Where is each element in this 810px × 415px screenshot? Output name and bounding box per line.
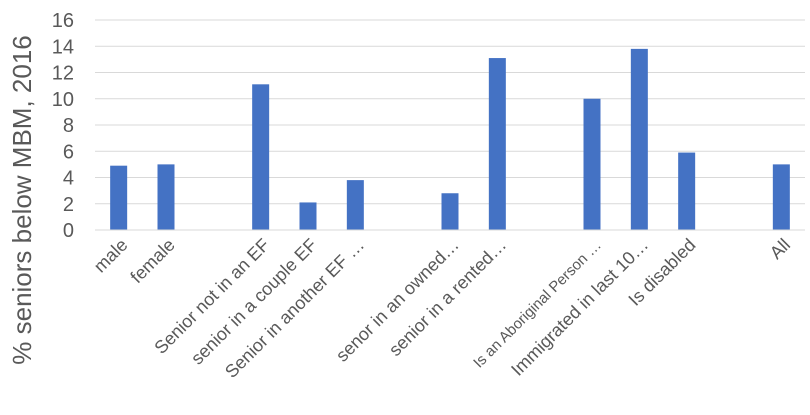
- bar: [678, 152, 696, 230]
- y-tick-label: 0: [63, 220, 74, 242]
- y-tick-label: 14: [52, 36, 74, 58]
- y-tick-label: 6: [63, 141, 74, 163]
- y-tick-label: 16: [52, 10, 74, 32]
- bar: [441, 193, 459, 230]
- gridlines: [95, 19, 805, 205]
- bar: [488, 58, 506, 230]
- y-tick-label: 10: [52, 89, 74, 111]
- y-tick-label: 8: [63, 115, 74, 137]
- bar: [110, 165, 128, 230]
- bar: [157, 164, 175, 230]
- bar: [630, 48, 648, 230]
- bar: [346, 180, 364, 230]
- y-tick-label: 4: [63, 168, 74, 190]
- bar: [252, 84, 270, 230]
- y-tick-label: 2: [63, 194, 74, 216]
- x-category-label: male: [90, 235, 132, 277]
- bar: [772, 164, 790, 230]
- bars: [110, 48, 790, 230]
- y-axis-ticks: 0 2 4 6 8 10 12 14 16: [52, 10, 74, 242]
- x-category-label: All: [766, 235, 794, 263]
- y-axis-label: % seniors below MBM, 2016: [7, 35, 37, 364]
- bar: [583, 98, 601, 230]
- y-tick-label: 12: [52, 63, 74, 85]
- x-category-label: female: [126, 235, 178, 287]
- bar: [299, 202, 317, 230]
